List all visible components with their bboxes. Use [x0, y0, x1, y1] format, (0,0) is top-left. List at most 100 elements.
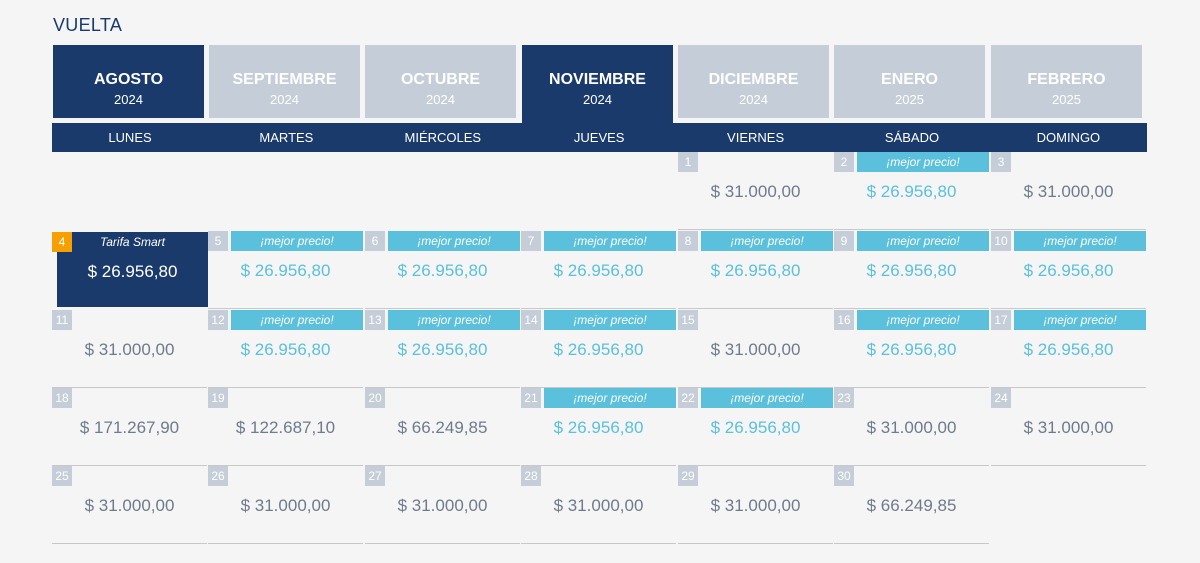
month-tab-febrero[interactable]: FEBRERO 2025 [991, 45, 1142, 118]
day-number: 28 [521, 466, 541, 486]
day-price: $ 26.956,80 [1023, 261, 1114, 280]
month-tab-year: 2025 [895, 92, 924, 107]
month-tab-name: OCTUBRE [400, 71, 481, 88]
day-number: 6 [365, 231, 385, 251]
day-price: $ 26.956,80 [240, 340, 331, 359]
day-cell[interactable]: 19 $ 122.687,10 [208, 388, 363, 466]
day-cell[interactable]: 3 $ 31.000,00 [991, 152, 1146, 230]
month-tab-year: 2025 [1052, 92, 1081, 107]
day-cell[interactable]: 30 $ 66.249,85 [834, 466, 989, 544]
day-number: 10 [991, 231, 1011, 251]
day-number: 23 [834, 388, 854, 408]
best-price-badge: ¡mejor precio! [1014, 310, 1146, 330]
day-price: $ 31.000,00 [553, 496, 644, 515]
day-number: 11 [52, 310, 72, 330]
day-price: $ 26.956,80 [866, 340, 957, 359]
weekday-label: MIÉRCOLES [404, 130, 482, 145]
day-number: 30 [834, 466, 854, 486]
month-tab-noviembre[interactable]: NOVIEMBRE 2024 [522, 45, 673, 123]
day-cell-selected[interactable]: 4 Tarifa Smart $ 26.956,80 [52, 232, 208, 307]
day-cell[interactable]: 24 $ 31.000,00 [991, 388, 1146, 466]
day-price: $ 66.249,85 [397, 418, 488, 437]
day-price: $ 26.956,80 [866, 182, 957, 201]
weekday-label: VIERNES [727, 130, 785, 145]
day-cell[interactable]: 17 ¡mejor precio! $ 26.956,80 [991, 310, 1146, 388]
day-number: 27 [365, 466, 385, 486]
day-cell[interactable]: 14 ¡mejor precio! $ 26.956,80 [521, 310, 676, 388]
month-tab-name: SEPTIEMBRE [232, 71, 337, 88]
best-price-badge: ¡mejor precio! [544, 310, 676, 330]
month-tab-name: FEBRERO [1027, 71, 1106, 88]
weekday-label: MARTES [259, 130, 314, 145]
month-tab-septiembre[interactable]: SEPTIEMBRE 2024 [209, 45, 360, 118]
day-cell[interactable]: 10 ¡mejor precio! $ 26.956,80 [991, 231, 1146, 309]
tarifa-smart-label: Tarifa Smart [100, 235, 165, 249]
day-cell[interactable]: 22 ¡mejor precio! $ 26.956,80 [678, 388, 833, 466]
month-tab-year: 2024 [426, 92, 455, 107]
day-number: 3 [991, 152, 1011, 172]
day-price: $ 26.956,80 [553, 261, 644, 280]
day-cell[interactable]: 5 ¡mejor precio! $ 26.956,80 [208, 231, 363, 309]
day-number: 20 [365, 388, 385, 408]
day-cell[interactable]: 12 ¡mejor precio! $ 26.956,80 [208, 310, 363, 388]
day-cell[interactable]: 26 $ 31.000,00 [208, 466, 363, 544]
day-cell[interactable]: 11 $ 31.000,00 [52, 310, 207, 388]
day-cell[interactable]: 2 ¡mejor precio! $ 26.956,80 [834, 152, 989, 230]
day-price: $ 26.956,80 [1023, 340, 1114, 359]
day-cell[interactable]: 9 ¡mejor precio! $ 26.956,80 [834, 231, 989, 309]
day-cell[interactable]: 6 ¡mejor precio! $ 26.956,80 [365, 231, 520, 309]
day-price: $ 31.000,00 [1023, 418, 1114, 437]
day-price: $ 26.956,80 [553, 340, 644, 359]
day-price: $ 26.956,80 [710, 261, 801, 280]
day-cell[interactable]: 13 ¡mejor precio! $ 26.956,80 [365, 310, 520, 388]
day-price: $ 26.956,80 [866, 261, 957, 280]
month-tab-name: AGOSTO [93, 71, 164, 88]
month-tab-name: ENERO [881, 71, 938, 88]
day-cell[interactable]: 1 $ 31.000,00 [678, 152, 833, 230]
day-cell[interactable]: 21 ¡mejor precio! $ 26.956,80 [521, 388, 676, 466]
day-number: 19 [208, 388, 228, 408]
day-price: $ 31.000,00 [1023, 182, 1114, 201]
day-cell[interactable]: 15 $ 31.000,00 [678, 310, 833, 388]
day-price: $ 122.687,10 [235, 418, 336, 437]
day-price: $ 31.000,00 [710, 496, 801, 515]
section-title: VUELTA [53, 15, 123, 35]
day-number: 24 [991, 388, 1011, 408]
day-number: 22 [678, 388, 698, 408]
month-tab-name: NOVIEMBRE [549, 71, 646, 88]
day-price: $ 31.000,00 [710, 340, 801, 359]
day-cell[interactable]: 29 $ 31.000,00 [678, 466, 833, 544]
month-tab-agosto[interactable]: AGOSTO 2024 [53, 45, 204, 118]
day-cell[interactable]: 25 $ 31.000,00 [52, 466, 207, 544]
day-number: 18 [52, 388, 72, 408]
day-cell[interactable]: 27 $ 31.000,00 [365, 466, 520, 544]
day-cell[interactable]: 23 $ 31.000,00 [834, 388, 989, 466]
day-price: $ 31.000,00 [84, 496, 175, 515]
best-price-badge: ¡mejor precio! [388, 231, 520, 251]
month-tab-diciembre[interactable]: DICIEMBRE 2024 [678, 45, 829, 118]
month-tab-enero[interactable]: ENERO 2025 [834, 45, 985, 118]
best-price-badge: ¡mejor precio! [231, 310, 363, 330]
best-price-badge: ¡mejor precio! [701, 231, 833, 251]
day-cell[interactable]: 8 ¡mejor precio! $ 26.956,80 [678, 231, 833, 309]
day-number: 29 [678, 466, 698, 486]
day-cell[interactable]: 18 $ 171.267,90 [52, 388, 207, 466]
day-number: 9 [834, 231, 854, 251]
best-price-badge: ¡mejor precio! [857, 152, 989, 172]
month-tab-octubre[interactable]: OCTUBRE 2024 [365, 45, 516, 118]
day-cell[interactable]: 28 $ 31.000,00 [521, 466, 676, 544]
day-number: 7 [521, 231, 541, 251]
day-number: 13 [365, 310, 385, 330]
day-price: $ 26.956,80 [397, 340, 488, 359]
day-number: 4 [52, 232, 72, 252]
day-number: 1 [678, 152, 698, 172]
day-cell[interactable]: 7 ¡mejor precio! $ 26.956,80 [521, 231, 676, 309]
weekday-label: DOMINGO [1036, 130, 1101, 145]
day-cell[interactable]: 16 ¡mejor precio! $ 26.956,80 [834, 310, 989, 388]
month-tab-year: 2024 [270, 92, 299, 107]
day-price: $ 31.000,00 [397, 496, 488, 515]
best-price-badge: ¡mejor precio! [544, 231, 676, 251]
day-cell[interactable]: 20 $ 66.249,85 [365, 388, 520, 466]
best-price-badge: ¡mejor precio! [544, 388, 676, 408]
weekday-label: LUNES [108, 130, 152, 145]
